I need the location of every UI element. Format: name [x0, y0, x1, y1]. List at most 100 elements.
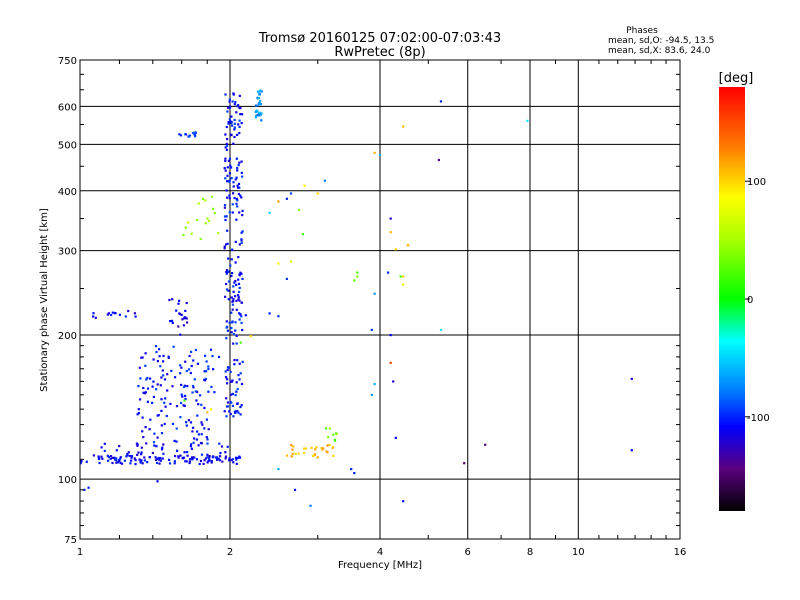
data-point [238, 378, 241, 381]
data-point [237, 104, 240, 107]
data-point [237, 192, 240, 196]
data-point [136, 444, 139, 447]
data-point [224, 295, 227, 298]
data-point [315, 446, 318, 449]
data-point [153, 432, 156, 435]
data-point [259, 103, 262, 106]
data-point [130, 459, 133, 462]
data-point [227, 159, 230, 162]
data-point [233, 363, 236, 366]
data-point [238, 161, 241, 164]
data-point [235, 202, 238, 205]
data-point [225, 243, 228, 246]
data-point [277, 468, 280, 471]
data-point [406, 244, 410, 247]
data-point [235, 390, 238, 393]
data-point [158, 462, 161, 465]
data-point [225, 269, 229, 272]
x-tick-label: 16 [674, 547, 687, 558]
data-point [184, 360, 187, 363]
data-point [240, 160, 243, 163]
data-point [231, 203, 234, 206]
data-point [259, 89, 262, 92]
data-point [92, 454, 95, 457]
data-point [199, 237, 202, 241]
data-point [191, 384, 195, 388]
data-point [206, 411, 209, 414]
data-point [106, 454, 109, 457]
plot-frame [79, 59, 681, 540]
data-point [177, 302, 180, 305]
data-point [238, 243, 241, 246]
data-point [228, 98, 231, 101]
data-point [154, 345, 158, 348]
data-point [325, 427, 328, 430]
data-point [238, 186, 241, 189]
data-point [148, 456, 151, 459]
data-point [259, 100, 262, 103]
data-point [235, 283, 238, 286]
data-point [134, 459, 137, 462]
data-point [138, 458, 141, 461]
data-point [125, 455, 128, 458]
data-point [234, 456, 238, 459]
data-point [142, 391, 145, 394]
data-point [159, 384, 162, 387]
data-point [202, 197, 205, 200]
data-point [151, 401, 154, 404]
data-point [94, 316, 97, 319]
data-point [389, 361, 392, 364]
data-point [213, 391, 216, 394]
data-point [234, 261, 237, 264]
data-point [236, 410, 239, 413]
data-point [173, 462, 176, 465]
data-point [232, 285, 235, 288]
data-point [227, 280, 231, 283]
data-point [238, 132, 241, 135]
data-point [152, 380, 155, 383]
data-point [186, 454, 189, 457]
data-point [182, 404, 185, 407]
data-point [137, 412, 140, 415]
data-point [290, 444, 293, 447]
data-point [186, 451, 189, 454]
data-point [157, 456, 160, 460]
data-point [230, 115, 233, 118]
data-point [239, 313, 242, 316]
x-axis-label: Frequency [MHz] [338, 560, 422, 571]
data-point [130, 456, 133, 459]
data-point [236, 133, 239, 136]
data-point [155, 388, 158, 391]
data-point [206, 456, 209, 459]
data-point [133, 312, 136, 315]
data-point [244, 314, 247, 317]
data-point [226, 196, 229, 199]
data-point [198, 462, 201, 466]
data-point [166, 373, 169, 376]
data-point [120, 462, 124, 465]
data-point [107, 456, 110, 459]
data-point [332, 433, 335, 436]
data-point [111, 456, 114, 459]
data-point [191, 430, 194, 433]
data-point [291, 452, 294, 455]
data-point [141, 356, 144, 359]
data-point [224, 146, 227, 149]
data-point [240, 404, 243, 407]
data-point [79, 460, 83, 463]
data-point [230, 321, 234, 324]
data-point [152, 395, 155, 399]
data-point [227, 270, 230, 273]
data-point [183, 399, 186, 402]
data-point [238, 211, 241, 214]
data-point [256, 114, 259, 117]
data-point [239, 271, 242, 274]
data-point [200, 403, 203, 406]
data-point [233, 281, 236, 284]
data-point [146, 461, 149, 464]
data-point [239, 405, 242, 409]
data-point [254, 116, 257, 119]
data-point [160, 424, 163, 427]
data-point [236, 184, 239, 187]
data-point [79, 462, 82, 465]
